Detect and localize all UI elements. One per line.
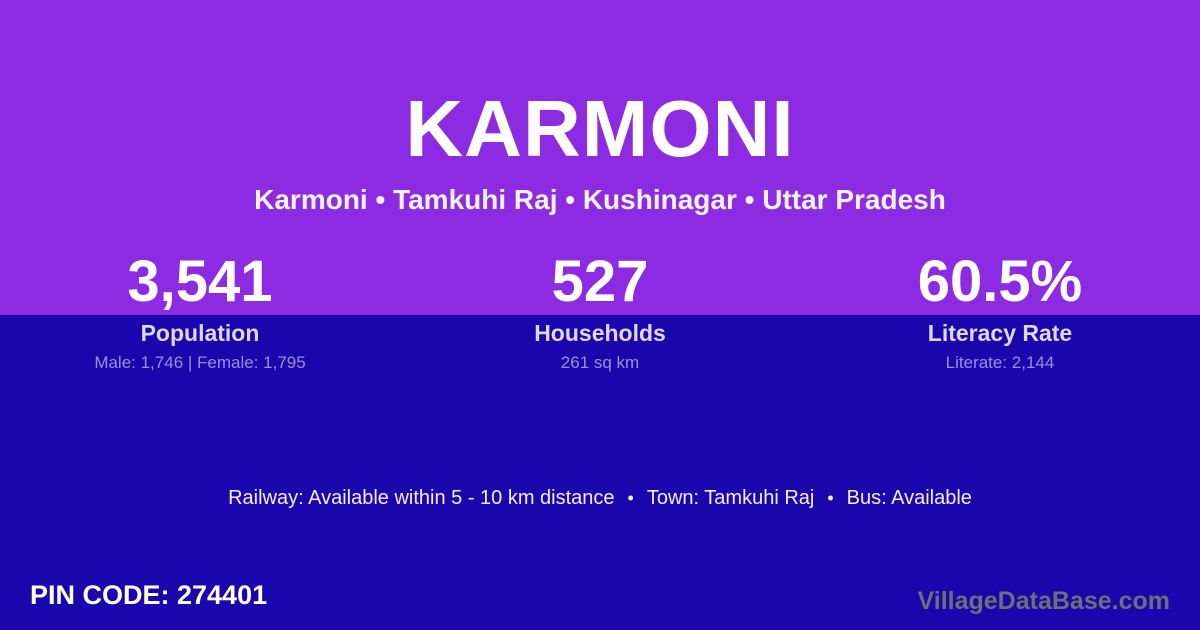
breadcrumb: Karmoni • Tamkuhi Raj • Kushinagar • Utt… xyxy=(254,184,946,215)
bullet-separator: • xyxy=(627,488,634,508)
households-label: Households xyxy=(534,320,666,346)
bus-info: Bus: Available xyxy=(846,487,972,509)
stats-row: 3,541 Population Male: 1,746 | Female: 1… xyxy=(0,249,1200,372)
population-label: Population xyxy=(140,320,260,346)
households-value: 527 xyxy=(551,249,649,314)
brand-watermark: VillageDataBase.com xyxy=(917,587,1170,615)
literacy-label: Literacy Rate xyxy=(927,320,1073,346)
population-value: 3,541 xyxy=(127,249,273,314)
town-info: Town: Tamkuhi Raj xyxy=(646,487,815,509)
railway-info: Railway: Available within 5 - 10 km dist… xyxy=(228,487,615,509)
stat-households: 527 Households 261 sq km xyxy=(400,249,800,372)
stat-literacy: 60.5% Literacy Rate Literate: 2,144 xyxy=(800,249,1200,372)
bullet-separator: • xyxy=(827,488,834,508)
households-detail: 261 sq km xyxy=(560,353,640,372)
stat-population: 3,541 Population Male: 1,746 | Female: 1… xyxy=(0,249,400,372)
pin-code: PIN CODE: 274401 xyxy=(30,580,268,610)
literacy-detail: Literate: 2,144 xyxy=(945,353,1055,372)
literacy-value: 60.5% xyxy=(917,249,1083,314)
population-detail: Male: 1,746 | Female: 1,795 xyxy=(94,353,306,372)
page-title: KARMONI xyxy=(405,84,795,173)
transport-info-line: Railway: Available within 5 - 10 km dist… xyxy=(0,488,1200,508)
